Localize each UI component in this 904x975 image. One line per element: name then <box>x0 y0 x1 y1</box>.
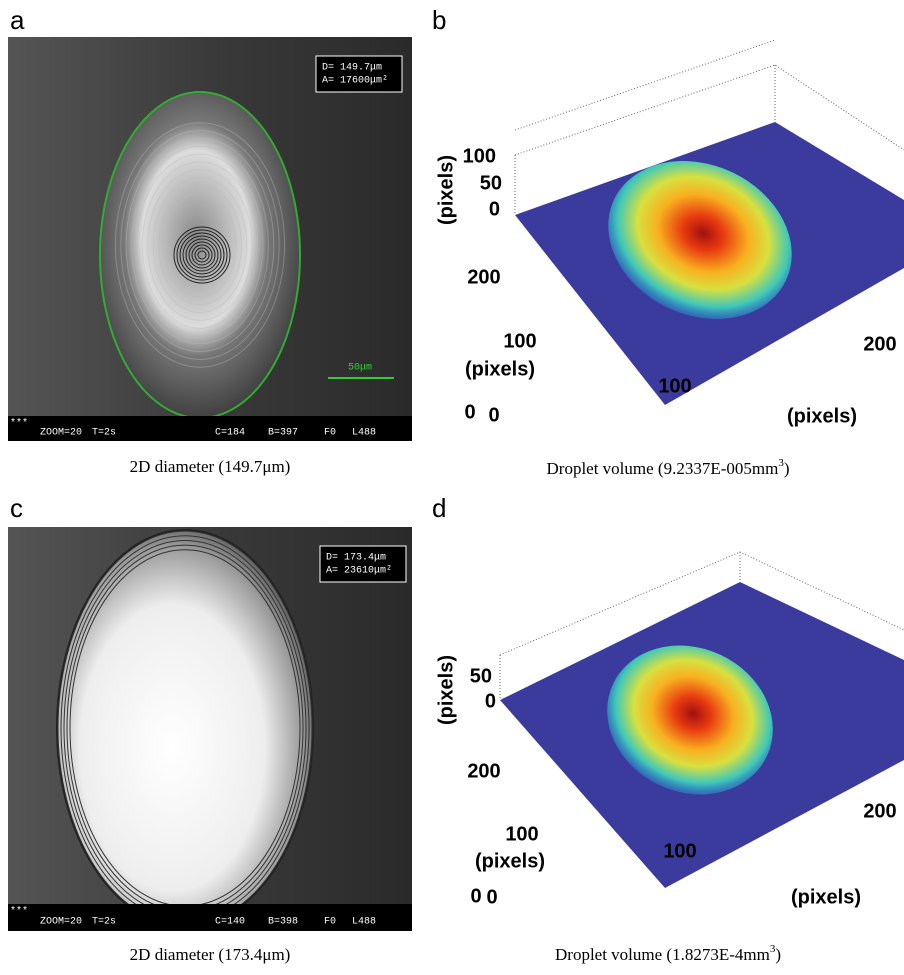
x-tick: 100 <box>658 375 691 397</box>
y-tick: 200 <box>467 760 500 782</box>
y-tick: 0 <box>470 885 481 907</box>
caption: Droplet volume (9.2337E-005mm3) <box>547 457 790 478</box>
status-text: L488 <box>352 917 376 928</box>
x-label: (pixels) <box>791 886 861 908</box>
overlay-text: A= 23610μm² <box>326 566 392 577</box>
overlay-text: *** <box>10 418 28 430</box>
figure: a b c d D= 149.7μm A= 17600μm² 50μm *** … <box>0 0 904 970</box>
caption: 2D diameter (149.7μm) <box>130 457 291 476</box>
status-text: B=398 <box>268 917 298 928</box>
x-tick: 200 <box>863 333 896 355</box>
z-label: (pixels) <box>435 655 457 725</box>
y-tick: 100 <box>505 823 538 845</box>
overlay-text: A= 17600μm² <box>322 76 388 87</box>
x-label: (pixels) <box>787 405 857 427</box>
micrograph: D= 173.4μm A= 23610μm² *** ZOOM=20 T=2s C=… <box>8 527 412 931</box>
z-tick: 50 <box>480 172 502 194</box>
status-text: B=397 <box>268 428 298 439</box>
x-tick: 0 <box>486 886 497 908</box>
overlay-text: D= 149.7μm <box>322 63 382 74</box>
panel-label: c <box>10 493 23 523</box>
overlay-text: *** <box>10 906 28 918</box>
z-label: (pixels) <box>435 155 457 225</box>
y-label: (pixels) <box>475 850 545 872</box>
status-text: L488 <box>352 428 376 439</box>
y-tick: 100 <box>503 330 536 352</box>
status-text: C=140 <box>215 917 245 928</box>
micrograph: D= 149.7μm A= 17600μm² 50μm *** ZOOM=20 T… <box>8 37 412 441</box>
x-tick: 0 <box>488 404 499 426</box>
z-tick: 0 <box>489 198 500 220</box>
status-text: T=2s <box>92 428 116 439</box>
z-tick: 50 <box>470 665 492 687</box>
status-text: T=2s <box>92 917 116 928</box>
z-tick: 100 <box>463 145 496 167</box>
x-tick: 200 <box>863 800 896 822</box>
overlay-text: D= 173.4μm <box>326 553 386 564</box>
caption: 2D diameter (173.4μm) <box>130 945 291 964</box>
caption: Droplet volume (1.8273E-4mm3) <box>555 943 781 964</box>
x-tick: 100 <box>663 840 696 862</box>
panel-label: a <box>10 5 25 35</box>
panel-label: b <box>432 5 446 35</box>
status-text: F0 <box>324 917 336 928</box>
z-tick: 0 <box>485 690 496 712</box>
status-text: C=184 <box>215 428 245 439</box>
y-tick: 0 <box>464 401 475 423</box>
scale-label: 50μm <box>348 363 372 374</box>
y-label: (pixels) <box>465 358 535 380</box>
panel-label: d <box>432 493 446 523</box>
status-text: ZOOM=20 <box>40 428 82 439</box>
status-text: F0 <box>324 428 336 439</box>
status-text: ZOOM=20 <box>40 917 82 928</box>
y-tick: 200 <box>467 266 500 288</box>
